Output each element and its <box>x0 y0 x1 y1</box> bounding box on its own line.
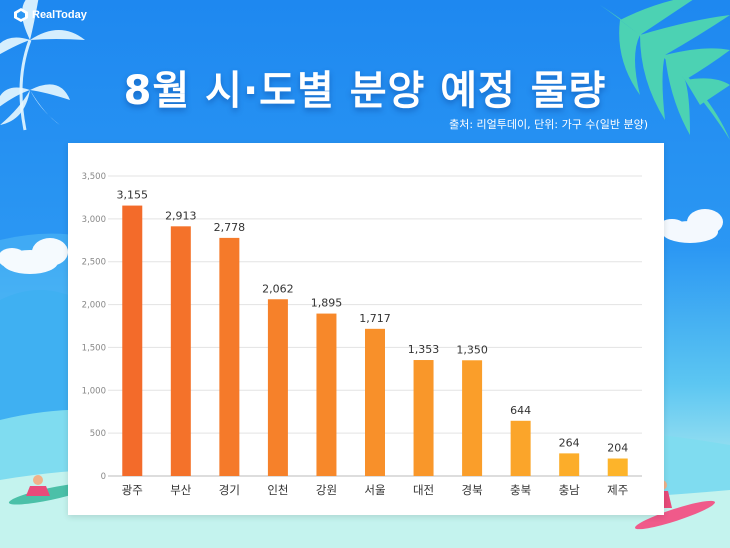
x-tick-label: 광주 <box>122 483 143 497</box>
y-tick-label: 3,500 <box>82 172 106 182</box>
bar <box>607 458 628 476</box>
data-label: 2,913 <box>165 209 197 222</box>
bar <box>219 237 240 476</box>
x-tick-label: 강원 <box>316 483 337 497</box>
bar <box>122 205 143 477</box>
logo-text: RealToday <box>32 9 87 21</box>
x-tick-label: 대전 <box>413 483 434 497</box>
y-tick-label: 3,000 <box>82 215 106 225</box>
y-tick-label: 1,000 <box>82 386 106 396</box>
logo-icon <box>14 8 28 22</box>
bar <box>316 313 337 476</box>
bar <box>365 328 385 476</box>
y-tick-label: 1,500 <box>82 343 106 353</box>
data-label: 1,350 <box>456 343 488 356</box>
brand-logo: RealToday <box>14 8 87 22</box>
y-tick-label: 0 <box>101 472 106 482</box>
data-label: 3,155 <box>117 189 149 202</box>
bar <box>413 360 434 476</box>
bar <box>462 360 483 476</box>
x-tick-label: 경기 <box>219 483 240 497</box>
x-tick-label: 충남 <box>559 483 581 497</box>
bar <box>170 226 191 476</box>
bar-chart: 0 500 1,000 1,500 2,000 2,500 3,000 3,500 3,155 광… <box>82 172 642 497</box>
y-tick-label: 2,500 <box>82 258 106 268</box>
data-label: 644 <box>510 404 531 417</box>
data-label: 2,778 <box>214 221 246 234</box>
page-title: 8월 시·도별 분양 예정 물량 <box>123 68 607 114</box>
y-tick-label: 2,000 <box>82 301 106 311</box>
y-tick-label: 500 <box>90 429 106 439</box>
chart-card: 0 500 1,000 1,500 2,000 2,500 3,000 3,500 3,155 광… <box>68 143 664 515</box>
data-label: 1,895 <box>311 297 343 310</box>
x-tick-label: 제주 <box>607 483 628 497</box>
bar <box>559 453 580 476</box>
x-tick-label: 충북 <box>510 483 531 497</box>
data-label: 1,717 <box>359 312 391 325</box>
x-tick-label: 서울 <box>364 483 385 497</box>
data-label: 2,062 <box>262 282 294 295</box>
bar <box>267 299 288 476</box>
data-label: 204 <box>607 442 628 455</box>
bar <box>510 420 531 476</box>
data-label: 264 <box>559 436 580 449</box>
x-tick-label: 인천 <box>267 483 288 497</box>
source-note: 출처: 리얼투데이, 단위: 가구 수(일반 분양) <box>449 118 648 131</box>
data-label: 1,353 <box>408 343 440 356</box>
x-tick-label: 경북 <box>462 483 483 497</box>
x-tick-label: 부산 <box>170 483 192 497</box>
